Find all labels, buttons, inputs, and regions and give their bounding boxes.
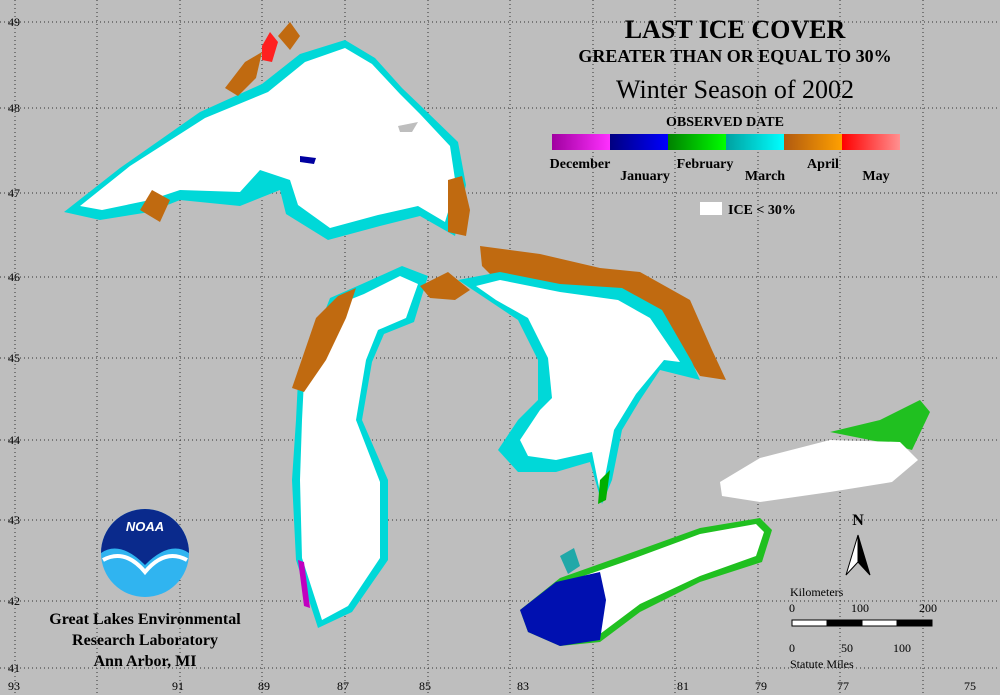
latitude-label: 45 (8, 351, 20, 365)
subtitle: GREATER THAN OR EQUAL TO 30% (578, 46, 891, 66)
season: Winter Season of 2002 (616, 75, 854, 104)
ice-april (448, 176, 470, 236)
scale-mi-tick: 100 (893, 641, 911, 655)
legend-month: May (862, 169, 889, 184)
ice-april (225, 52, 262, 96)
legend-month: January (620, 169, 670, 184)
credit: Great Lakes Environmental Research Labora… (49, 611, 241, 670)
scale-bar: 0 100 200 0 50 100 (789, 601, 937, 655)
credit-line: Research Laboratory (72, 632, 218, 649)
noaa-logo: NOAA (101, 509, 189, 597)
legend-swatch (842, 134, 900, 150)
ice-january (300, 156, 316, 164)
lake-huron (458, 246, 726, 504)
ice-april (140, 190, 170, 222)
lake-water (720, 440, 918, 502)
lake-superior (64, 22, 470, 240)
longitude-label: 91 (172, 679, 184, 693)
scale-mi-tick: 0 (789, 641, 795, 655)
lake-water (476, 280, 680, 492)
scale-km-tick: 200 (919, 601, 937, 615)
longitude-label: 79 (755, 679, 767, 693)
legend-bar (552, 134, 900, 150)
legend-month: March (745, 169, 785, 184)
legend-month: February (677, 157, 734, 172)
ice-april (420, 272, 470, 300)
ice-swatch (700, 202, 722, 215)
scale-mi-label: Statute Miles (790, 657, 854, 671)
ice-may (262, 32, 278, 62)
scale-km-tick: 100 (851, 601, 869, 615)
longitude-label: 77 (837, 679, 849, 693)
legend-month: December (550, 157, 611, 172)
logo-text: NOAA (126, 519, 164, 534)
ice-december (298, 560, 310, 608)
longitude-label: 81 (677, 679, 689, 693)
longitude-label: 87 (337, 679, 349, 693)
island (398, 122, 418, 132)
ice-april (278, 22, 300, 50)
latitude-label: 43 (8, 513, 20, 527)
ice-label: ICE < 30% (728, 203, 796, 218)
north-arrow (857, 534, 871, 576)
scale-km-label: Kilometers (790, 585, 844, 599)
longitude-label: 89 (258, 679, 270, 693)
legend-swatch (610, 134, 668, 150)
ice-april (292, 288, 356, 392)
north-label: N (852, 512, 864, 529)
latitude-label: 44 (8, 433, 20, 447)
lake-st-clair (560, 548, 580, 574)
ice-february (598, 470, 610, 504)
legend-swatch (784, 134, 842, 150)
latitude-label: 42 (8, 594, 20, 608)
legend-title: OBSERVED DATE (666, 115, 784, 130)
longitude-label: 85 (419, 679, 431, 693)
lake-water (300, 276, 418, 620)
longitude-label: 75 (964, 679, 976, 693)
ice-january (520, 572, 606, 646)
legend-swatch (552, 134, 610, 150)
ice-edge-february (830, 400, 930, 450)
latitude-label: 41 (8, 661, 20, 675)
lake-erie (520, 518, 772, 646)
legend-month: April (807, 157, 839, 172)
credit-line: Ann Arbor, MI (94, 653, 197, 670)
latitude-label: 47 (8, 186, 20, 200)
lake-water (80, 48, 456, 228)
credit-line: Great Lakes Environmental (49, 611, 241, 628)
latitude-label: 48 (8, 101, 20, 115)
legend-swatch (668, 134, 726, 150)
ice-april (480, 246, 726, 380)
lake-michigan (292, 266, 470, 628)
longitude-label: 83 (517, 679, 529, 693)
longitude-label: 93 (8, 679, 20, 693)
scale-km-tick: 0 (789, 601, 795, 615)
latitude-label: 49 (8, 15, 20, 29)
scale-mi-tick: 50 (841, 641, 853, 655)
legend-swatch (726, 134, 784, 150)
title: LAST ICE COVER (625, 15, 846, 44)
latitude-label: 46 (8, 270, 20, 284)
lake-ontario (720, 400, 930, 502)
